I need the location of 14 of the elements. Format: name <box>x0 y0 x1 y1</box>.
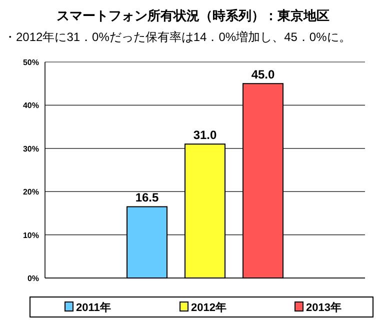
data-label: 45.0 <box>251 68 275 82</box>
data-label: 16.5 <box>135 190 159 205</box>
y-tick-label: 10% <box>22 230 39 240</box>
y-tick-label: 20% <box>22 188 39 197</box>
data-label: 31.0 <box>193 128 217 142</box>
y-tick-label: 40% <box>22 101 39 110</box>
legend-label: 2012年 <box>191 301 226 314</box>
subtitle: ・2012年に31．0%だった保有率は14．0%増加し、45．0%に。 <box>4 30 351 44</box>
y-tick-label: 30% <box>22 144 39 154</box>
y-tick-label: 0% <box>27 274 39 283</box>
title: スマートフォン所有状況（時系列）：東京地区 <box>56 8 330 23</box>
y-tick-label: 50% <box>22 58 39 67</box>
legend-label: 2011年 <box>76 301 111 314</box>
legend-label: 2013年 <box>306 301 342 314</box>
